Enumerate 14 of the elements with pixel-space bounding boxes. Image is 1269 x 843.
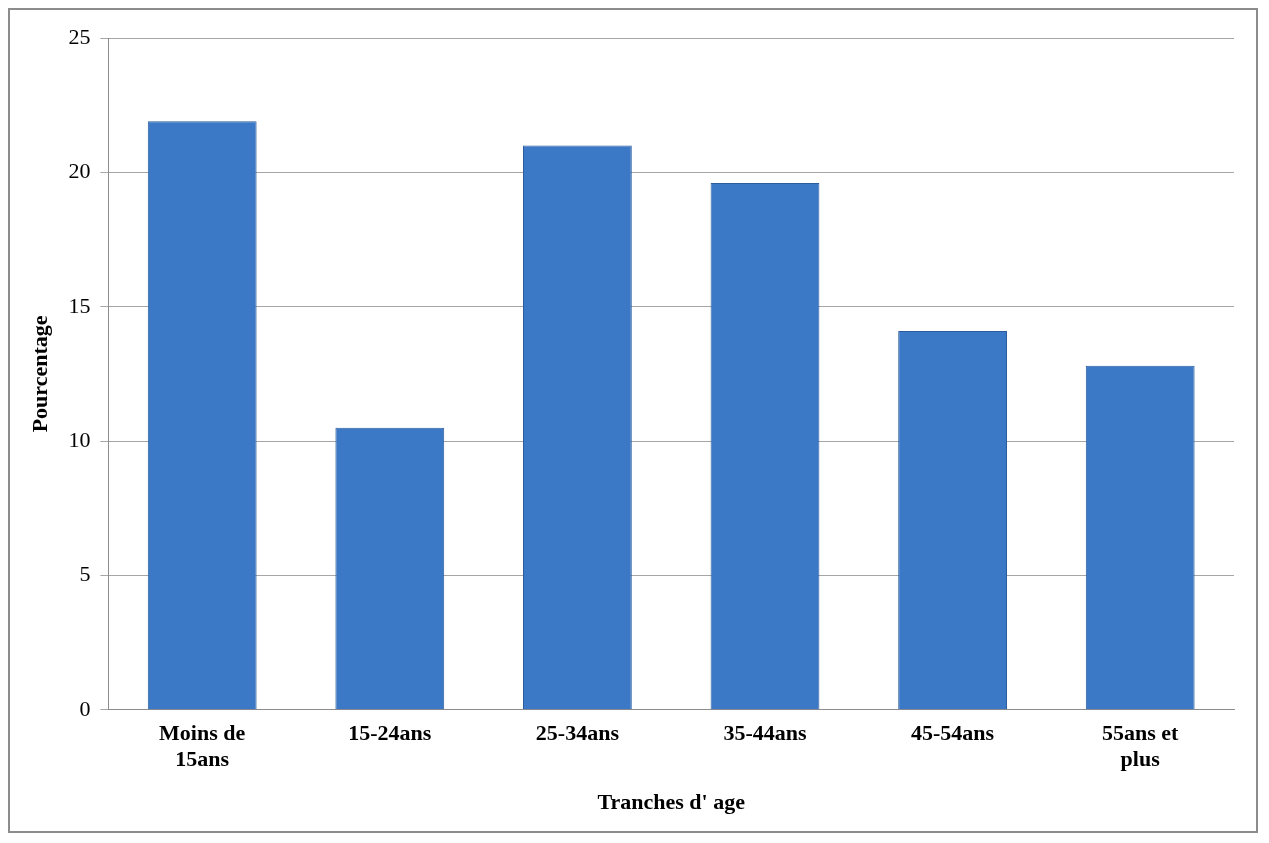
y-tick-label: 5 [79,561,91,587]
y-tick-label: 0 [79,695,91,721]
x-tick-label: 35-44ans [723,719,807,745]
x-tick-label: Moins de 15ans [159,719,246,772]
y-tick-label: 25 [68,23,91,49]
x-tick-label: 55ans et plus [1102,719,1180,772]
y-tick-label: 15 [68,292,91,318]
x-tick-label: 15-24ans [348,719,432,745]
y-axis-title: Pourcentage [26,315,52,433]
y-tick-label: 20 [68,158,91,184]
x-tick-label: 25-34ans [535,719,620,745]
y-tick-label: 10 [68,426,91,452]
x-axis-title: Tranches d' age [597,789,746,815]
x-tick-label: 45-54ans [911,719,995,745]
